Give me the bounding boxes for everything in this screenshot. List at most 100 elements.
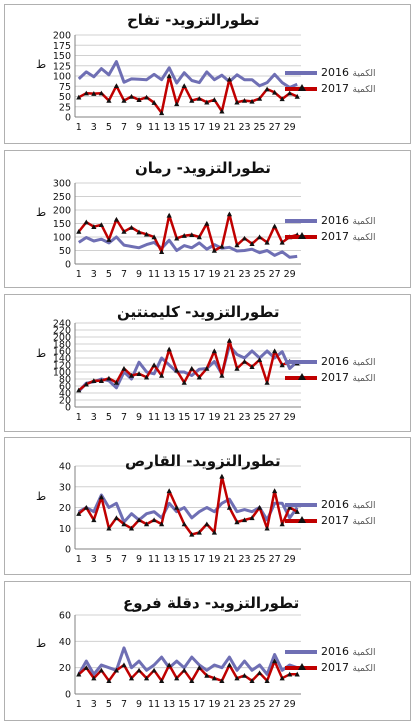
data-point [91, 378, 97, 383]
y-tick-label: 50 [59, 92, 71, 103]
x-tick-label: 21 [223, 699, 235, 710]
data-point [219, 372, 225, 378]
x-tick-label: 23 [238, 412, 250, 423]
data-point [279, 675, 285, 681]
y-tick-label: 0 [65, 690, 71, 701]
data-point [211, 675, 217, 681]
y-tick-label: 160 [53, 347, 71, 358]
legend: 2016 الكمية 2017 الكمية [285, 643, 405, 675]
data-point [249, 678, 255, 684]
data-point [264, 525, 270, 531]
data-point [272, 658, 278, 664]
y-tick-label: 200 [53, 333, 71, 344]
y-tick-label: 250 [53, 192, 71, 203]
x-tick-label: 19 [208, 699, 220, 710]
data-point [241, 235, 248, 241]
x-tick-label: 1 [76, 122, 82, 133]
data-point [219, 243, 225, 249]
data-point [166, 488, 172, 494]
data-point [226, 76, 233, 82]
x-tick-label: 1 [76, 699, 82, 710]
y-tick-label: 200 [53, 31, 71, 42]
data-point [264, 379, 270, 385]
y-tick-label: 50 [59, 246, 71, 257]
legend-entry-2016: 2016 الكمية [285, 643, 405, 659]
data-point [91, 517, 97, 523]
data-point [113, 667, 120, 673]
data-point [143, 374, 150, 380]
x-tick-label: 11 [148, 122, 160, 133]
data-point [106, 375, 112, 381]
data-point [241, 98, 248, 103]
data-point [106, 237, 112, 242]
data-point [279, 362, 285, 368]
x-tick-label: 17 [193, 554, 205, 565]
data-point [196, 665, 202, 670]
data-point [83, 504, 89, 510]
data-point [76, 387, 82, 393]
x-tick-label: 19 [208, 122, 220, 133]
data-point [159, 372, 165, 378]
y-tick-label: 80 [59, 375, 71, 386]
x-tick-label: 7 [121, 699, 127, 710]
data-point [151, 234, 157, 240]
series-line-2016 [77, 646, 298, 676]
y-tick-label: 40 [59, 389, 71, 400]
x-tick-label: 17 [193, 122, 205, 133]
x-tick-label: 9 [136, 122, 142, 133]
y-tick-label: 150 [53, 219, 71, 230]
data-point [136, 97, 142, 102]
legend: 2016 الكمية 2017 الكمية [285, 64, 405, 96]
data-point [279, 521, 285, 527]
x-tick-label: 15 [178, 122, 190, 133]
data-point [121, 229, 127, 234]
data-point [264, 86, 270, 92]
data-point [121, 365, 127, 371]
x-tick-label: 9 [136, 412, 142, 423]
data-point [249, 515, 255, 521]
legend: 2016 الكمية 2017 الكمية [285, 496, 405, 528]
data-point [204, 365, 210, 371]
x-tick-label: 27 [269, 269, 281, 280]
data-point [189, 232, 195, 238]
y-tick-label: 25 [59, 102, 71, 113]
chart-panel-4: 0 10 20 30 40 1 3 5 7 9 11 13 15 17 19 21 23 25 27 29 تطورال… [4, 437, 411, 575]
data-point [287, 90, 293, 96]
y-tick-label: 175 [53, 41, 71, 52]
legend-quantity-label: الكمية [352, 85, 376, 95]
data-point [249, 364, 255, 369]
y-tick-label: 140 [53, 354, 71, 365]
y-tick-label: 240 [53, 319, 71, 330]
data-point [264, 678, 270, 684]
series-line-2017 [78, 74, 298, 115]
data-point [113, 83, 120, 89]
data-point [166, 212, 172, 218]
legend-year: 2016 [321, 355, 353, 368]
data-point [211, 97, 217, 102]
data-point [219, 108, 225, 114]
y-tick-label: 200 [53, 206, 71, 217]
data-point [219, 678, 225, 684]
y-tick-label: 60 [59, 382, 71, 393]
data-point [241, 672, 248, 678]
x-tick-label: 5 [106, 554, 112, 565]
data-point [113, 515, 120, 521]
y-tick-label: 0 [65, 260, 71, 271]
legend-marker-icon [298, 662, 306, 670]
x-tick-label: 27 [269, 699, 281, 710]
x-tick-label: 1 [76, 554, 82, 565]
data-point [287, 504, 293, 510]
legend-quantity-label: الكمية [352, 647, 376, 658]
x-tick-label: 21 [223, 554, 235, 565]
legend-entry-2017: 2017 الكمية [285, 228, 405, 244]
y-tick-label: 40 [59, 462, 71, 473]
data-point [91, 91, 97, 96]
data-point [106, 525, 112, 531]
x-tick-label: 19 [208, 412, 220, 423]
data-point [136, 371, 142, 376]
y-tick-label: 120 [53, 361, 71, 372]
data-point [136, 667, 142, 673]
data-point [279, 239, 285, 245]
x-tick-label: 5 [106, 269, 112, 280]
